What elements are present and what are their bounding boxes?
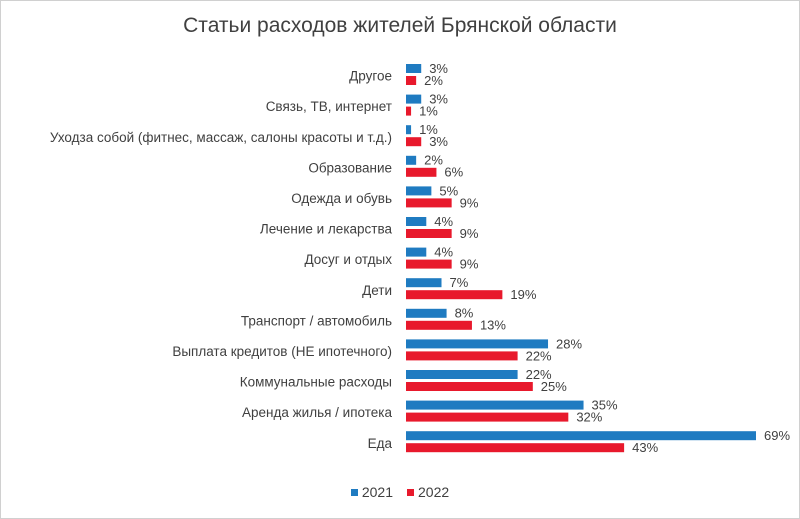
chart-legend: 2021 2022 xyxy=(0,484,800,500)
bar-2021 xyxy=(406,247,427,257)
data-label-2021: 3% xyxy=(429,61,448,76)
data-label-2022: 2% xyxy=(424,73,443,88)
bar-2022 xyxy=(406,229,452,238)
data-label-2021: 7% xyxy=(450,275,469,290)
bar-2021 xyxy=(406,370,518,379)
bar-2021 xyxy=(406,400,584,410)
legend-label-2021: 2021 xyxy=(361,484,393,500)
bar-2022 xyxy=(406,382,533,391)
bar-2021 xyxy=(406,217,427,226)
category-label: Одежда и обувь xyxy=(291,191,392,206)
bar-2022 xyxy=(406,198,452,208)
bar-2022 xyxy=(406,167,437,177)
category-label: Коммунальные расходы xyxy=(240,375,392,390)
data-label-2022: 43% xyxy=(632,440,658,455)
bar-2022 xyxy=(406,412,569,422)
data-label-2022: 19% xyxy=(510,287,536,302)
category-label: Еда xyxy=(368,436,393,451)
bar-2022 xyxy=(406,259,452,269)
category-label: Дети xyxy=(362,283,392,298)
data-label-2022: 22% xyxy=(526,348,552,363)
category-label: Связь, ТВ, интернет xyxy=(266,99,392,114)
bar-2021 xyxy=(406,125,412,135)
data-label-2021: 8% xyxy=(455,306,474,321)
category-label: Аренда жилья / ипотека xyxy=(242,405,392,420)
bar-2021 xyxy=(406,64,422,73)
category-label: Транспорт / автомобиль xyxy=(241,313,392,328)
data-label-2021: 2% xyxy=(424,153,443,168)
bar-2021 xyxy=(406,278,442,288)
data-label-2021: 28% xyxy=(556,336,582,351)
chart-title: Статьи расходов жителей Брянской области xyxy=(183,14,617,37)
data-label-2022: 9% xyxy=(460,257,479,272)
legend-item-2021: 2021 xyxy=(350,484,393,500)
data-label-2022: 32% xyxy=(576,410,602,425)
category-label: Досуг и отдых xyxy=(304,252,392,267)
data-label-2022: 1% xyxy=(419,104,438,119)
data-label-2021: 22% xyxy=(526,367,552,382)
category-label: Другое xyxy=(349,69,392,84)
legend-swatch-2021 xyxy=(350,488,358,496)
data-label-2022: 13% xyxy=(480,318,506,333)
legend-item-2022: 2022 xyxy=(407,484,449,500)
bar-2021 xyxy=(406,339,549,349)
bar-2022 xyxy=(406,137,422,147)
data-label-2022: 6% xyxy=(444,165,463,180)
data-label-2021: 4% xyxy=(434,245,453,260)
data-label-2021: 5% xyxy=(439,183,458,198)
bar-2021 xyxy=(406,308,447,318)
bar-2022 xyxy=(406,443,625,453)
data-label-2021: 3% xyxy=(429,92,448,107)
legend-swatch-2022 xyxy=(407,488,414,496)
data-label-2022: 9% xyxy=(460,195,479,210)
legend-label-2022: 2022 xyxy=(418,484,450,500)
bar-2022 xyxy=(406,351,518,361)
bar-2022 xyxy=(406,320,472,330)
data-label-2021: 1% xyxy=(419,122,438,137)
category-label: Выплата кредитов (НЕ ипотечного) xyxy=(172,344,392,359)
data-label-2022: 25% xyxy=(541,379,567,394)
data-label-2021: 69% xyxy=(764,428,790,443)
bar-2021 xyxy=(406,94,422,104)
bar-2022 xyxy=(406,76,417,85)
data-label-2022: 9% xyxy=(460,226,479,241)
category-label: Лечение и лекарства xyxy=(260,222,393,237)
bar-2021 xyxy=(406,155,417,165)
bar-2021 xyxy=(406,186,432,196)
category-label: Уходза собой (фитнес, массаж, салоны кра… xyxy=(50,130,392,145)
category-label: Образование xyxy=(308,160,392,175)
data-label-2021: 35% xyxy=(592,398,618,413)
data-label-2021: 4% xyxy=(434,214,453,229)
bar-2022 xyxy=(406,290,503,300)
bar-2022 xyxy=(406,106,412,116)
bar-2021 xyxy=(406,431,756,441)
data-label-2022: 3% xyxy=(429,134,448,149)
